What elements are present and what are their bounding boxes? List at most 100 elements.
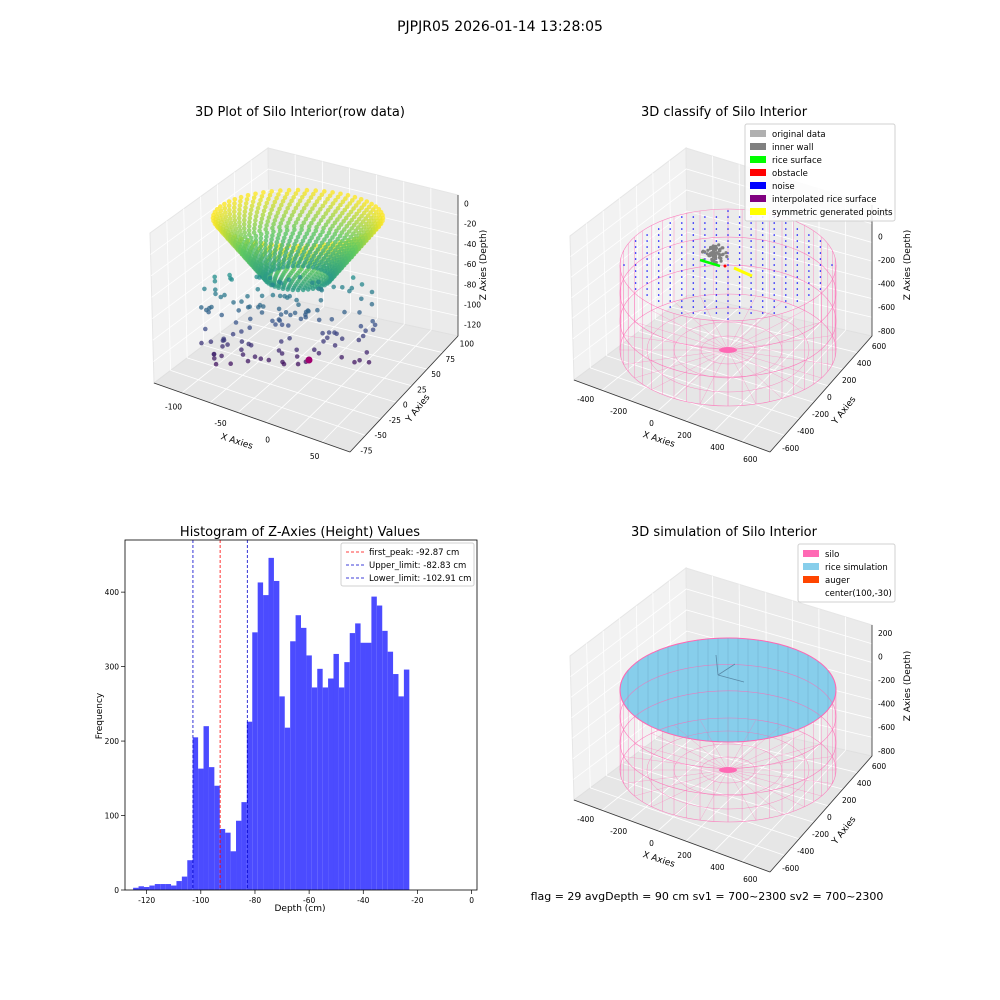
- raw-point: [320, 288, 325, 293]
- noise-point: [693, 306, 695, 308]
- x-tick-label: -120: [138, 896, 155, 905]
- legend-entry-label: inner wall: [772, 143, 813, 153]
- x-tick-label: -200: [610, 827, 627, 836]
- noise-point: [669, 306, 671, 308]
- raw-point: [340, 285, 345, 290]
- histogram-bar: [301, 628, 306, 890]
- panel-4-zlabel: Z Axies (Depth): [903, 651, 913, 722]
- z-tick-label: -200: [878, 676, 895, 685]
- inner-wall-point: [714, 257, 717, 260]
- raw-point: [310, 281, 315, 286]
- inner-wall-point: [724, 251, 727, 254]
- noise-point: [773, 228, 775, 230]
- raw-point: [242, 214, 247, 219]
- raw-point: [242, 222, 247, 227]
- raw-point: [243, 210, 248, 215]
- panel-1-xlabel: X Axies: [219, 432, 254, 452]
- noise-point: [727, 294, 729, 296]
- noise-point: [727, 222, 729, 224]
- panel-classify: 3D classify of Silo Interior -400-200020…: [570, 105, 913, 464]
- legend-entry-label: interpolated rice surface: [772, 195, 877, 205]
- noise-point: [808, 246, 810, 248]
- raw-point: [359, 324, 364, 329]
- noise-point: [669, 234, 671, 236]
- legend-entry-label: center(100,-30): [825, 589, 892, 599]
- noise-point: [704, 234, 706, 236]
- noise-point: [635, 246, 637, 248]
- raw-point: [259, 252, 264, 257]
- raw-point: [247, 325, 252, 330]
- panel-1-title: 3D Plot of Silo Interior(row data): [195, 105, 405, 120]
- raw-point: [370, 290, 375, 295]
- raw-point: [247, 220, 252, 225]
- raw-point: [351, 275, 356, 280]
- noise-point: [658, 258, 660, 260]
- raw-point: [325, 336, 330, 341]
- raw-point: [219, 354, 224, 359]
- noise-point: [739, 240, 741, 242]
- raw-point: [245, 294, 250, 299]
- raw-point: [255, 287, 260, 292]
- x-tick-label: -100: [165, 402, 182, 411]
- y-tick-label: -75: [360, 446, 372, 455]
- noise-point: [727, 210, 729, 212]
- histogram-bar: [344, 662, 349, 890]
- noise-point: [773, 222, 775, 224]
- noise-point: [750, 228, 752, 230]
- histogram-bar: [214, 786, 219, 890]
- raw-point: [287, 277, 292, 282]
- noise-point: [750, 288, 752, 290]
- panel-histogram: Histogram of Z-Axies (Height) Values -12…: [95, 525, 477, 914]
- legend-swatch: [750, 143, 766, 150]
- noise-point: [739, 246, 741, 248]
- footer-status: flag = 29 avgDepth = 90 cm sv1 = 700~230…: [531, 890, 884, 903]
- histogram-bar: [263, 595, 268, 890]
- y-tick-label: -200: [812, 830, 829, 839]
- raw-point: [240, 339, 245, 344]
- raw-point: [342, 310, 347, 315]
- noise-point: [716, 240, 718, 242]
- figure-title: PJPJR05 2026-01-14 13:28:05: [397, 19, 603, 35]
- histogram-bar: [317, 669, 322, 890]
- raw-point: [361, 334, 366, 339]
- x-tick-label: -400: [577, 395, 594, 404]
- noise-point: [704, 300, 706, 302]
- raw-point: [270, 319, 275, 324]
- raw-point: [357, 310, 362, 315]
- raw-point: [272, 263, 277, 268]
- z-tick-label: 0: [878, 232, 883, 241]
- noise-point: [704, 216, 706, 218]
- raw-point: [271, 293, 276, 298]
- histogram-bar: [285, 728, 290, 890]
- noise-point: [773, 264, 775, 266]
- noise-point: [797, 234, 799, 236]
- z-tick-label: -200: [878, 256, 895, 265]
- y-tick-label: 200: [842, 376, 857, 385]
- x-tick-label: -50: [214, 419, 226, 428]
- noise-point: [727, 282, 729, 284]
- raw-point: [218, 204, 223, 209]
- histogram-bar: [144, 887, 149, 890]
- raw-point: [232, 210, 237, 215]
- raw-point: [257, 275, 262, 280]
- raw-point: [248, 212, 253, 217]
- noise-point: [773, 258, 775, 260]
- raw-point: [359, 297, 364, 302]
- raw-point: [279, 312, 284, 317]
- noise-point: [739, 222, 741, 224]
- z-tick-label: -40: [464, 240, 476, 249]
- raw-point: [321, 339, 326, 344]
- z-tick-label: -60: [464, 260, 476, 269]
- raw-point: [256, 206, 261, 211]
- legend-entry-label: silo: [825, 550, 839, 560]
- y-tick-label: -200: [812, 410, 829, 419]
- raw-point: [238, 203, 243, 208]
- raw-point: [258, 244, 263, 249]
- x-tick-label: 600: [743, 455, 758, 464]
- y-tick-label: 50: [431, 370, 441, 379]
- raw-point: [261, 190, 266, 195]
- raw-point: [281, 286, 286, 291]
- raw-point: [222, 202, 227, 207]
- raw-point: [267, 215, 272, 220]
- raw-point: [263, 254, 268, 259]
